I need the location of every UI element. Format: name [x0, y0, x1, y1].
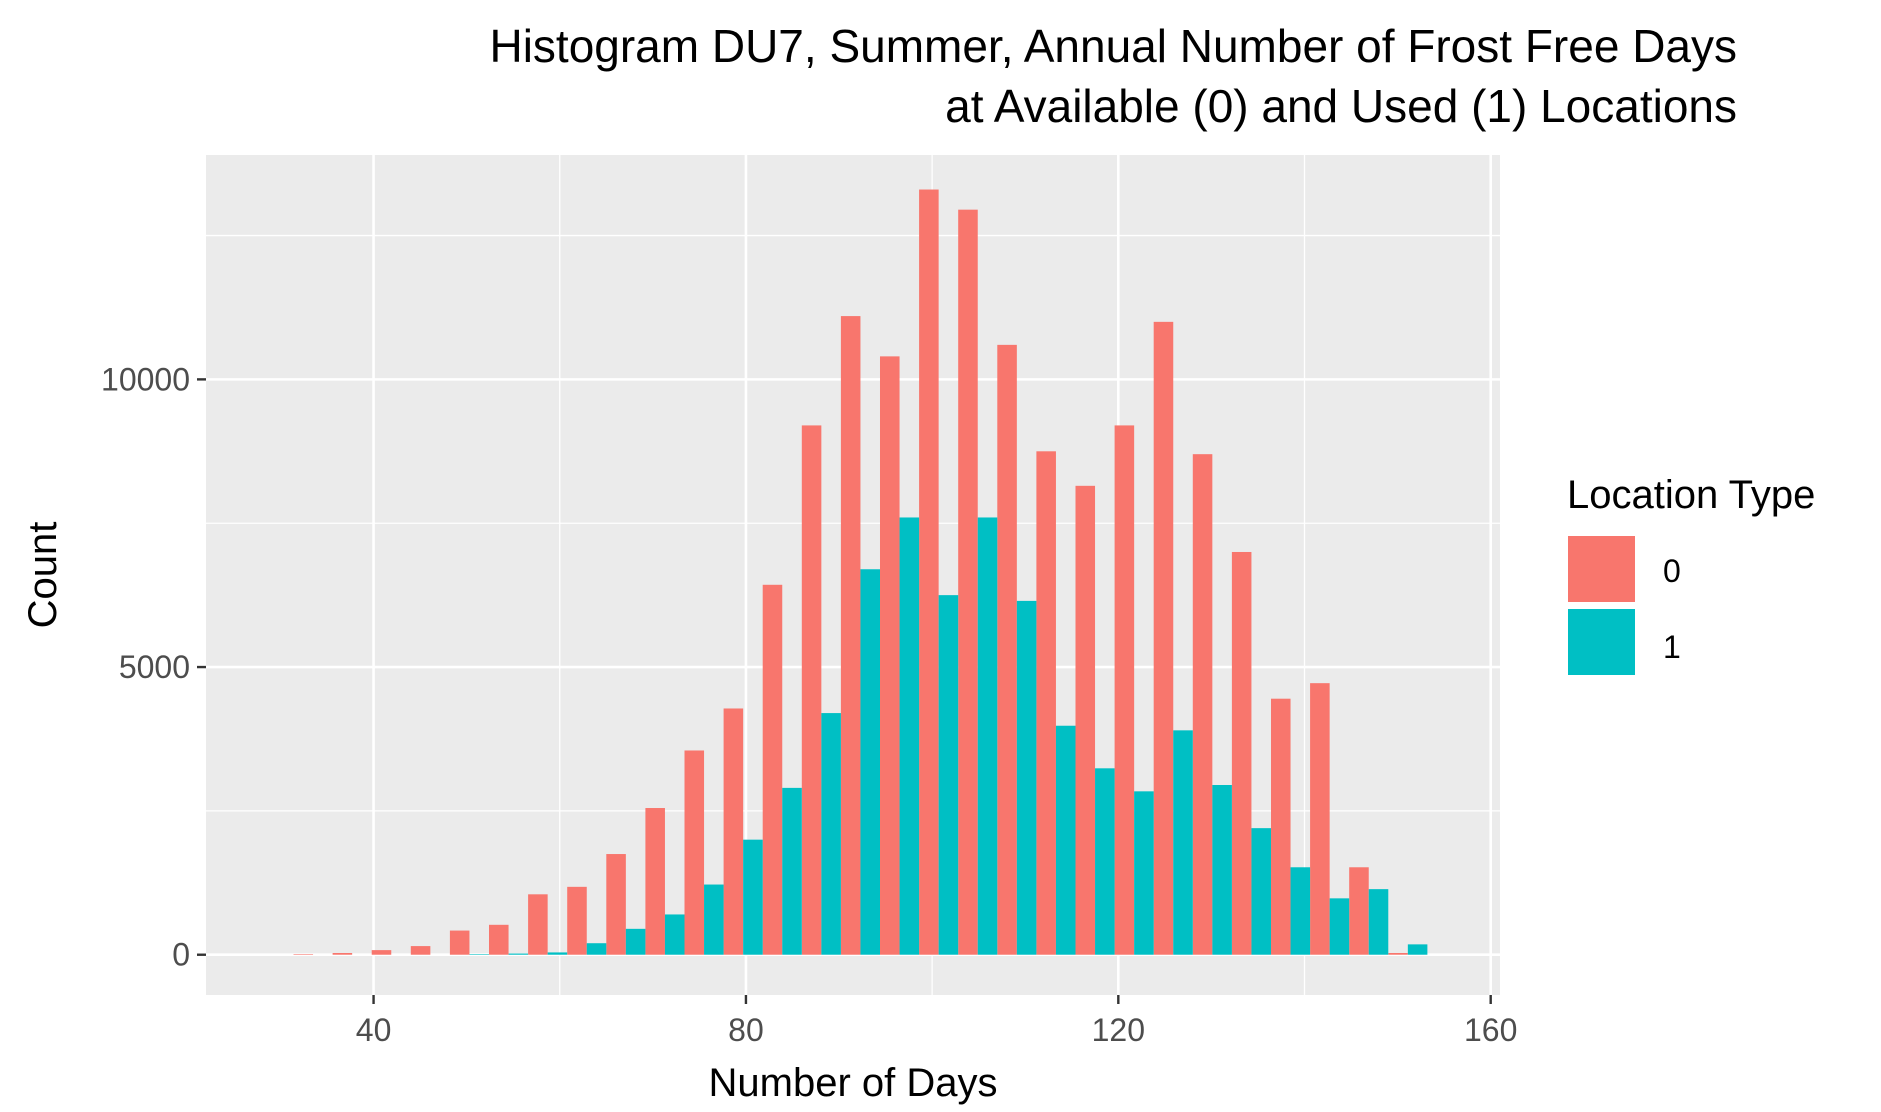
- bar-series-1: [1407, 944, 1428, 955]
- bar-series-0: [410, 946, 431, 955]
- bar-series-0: [1349, 867, 1369, 955]
- x-axis-ticks: 40 80 120 160: [356, 995, 1517, 1048]
- bar-series-0: [1075, 485, 1096, 955]
- bar-series-1: [1095, 768, 1115, 955]
- y-tick-label: 10000: [101, 361, 190, 397]
- histogram-bars: [293, 189, 1428, 955]
- bar-series-1: [1055, 725, 1076, 955]
- legend-swatch-1: [1568, 609, 1635, 675]
- bar-series-1: [1173, 730, 1193, 955]
- bar-series-0: [528, 894, 548, 955]
- bar-series-0: [293, 954, 314, 955]
- legend-swatch-0: [1568, 536, 1635, 602]
- bar-series-0: [332, 953, 353, 955]
- legend-label-1: 1: [1663, 629, 1681, 665]
- bar-series-0: [449, 930, 470, 955]
- bar-series-0: [1388, 953, 1408, 955]
- bar-series-0: [489, 924, 509, 955]
- bar-series-0: [645, 808, 665, 955]
- x-tick-label: 40: [356, 1012, 392, 1048]
- y-axis-ticks: 0 5000 10000: [101, 361, 206, 973]
- x-tick-label: 120: [1092, 1012, 1145, 1048]
- bar-series-0: [1036, 451, 1056, 955]
- bar-series-1: [1016, 600, 1037, 955]
- bar-series-0: [1153, 321, 1174, 955]
- bar-series-0: [1192, 454, 1213, 955]
- bar-series-0: [1231, 551, 1252, 955]
- bar-series-1: [704, 884, 724, 955]
- bar-series-0: [958, 209, 978, 955]
- bar-series-1: [938, 595, 959, 955]
- bar-series-1: [1134, 791, 1154, 955]
- bar-series-1: [625, 928, 646, 955]
- bar-series-0: [1310, 683, 1330, 955]
- bar-series-0: [997, 344, 1017, 955]
- x-axis-title: Number of Days: [709, 1061, 998, 1105]
- bar-series-0: [567, 886, 587, 955]
- bar-series-1: [1329, 898, 1350, 955]
- bar-series-1: [586, 943, 607, 955]
- bar-series-1: [1290, 867, 1311, 955]
- bar-series-0: [801, 425, 822, 955]
- bar-series-0: [1270, 698, 1291, 955]
- bar-series-1: [1212, 785, 1232, 955]
- bar-series-1: [469, 954, 490, 955]
- bar-series-1: [860, 569, 880, 955]
- legend-title: Location Type: [1567, 473, 1815, 517]
- legend: Location Type 0 1: [1567, 473, 1815, 675]
- chart-title-line-1: Histogram DU7, Summer, Annual Number of …: [489, 20, 1737, 72]
- y-axis-title: Count: [21, 522, 65, 629]
- bar-series-0: [371, 950, 392, 955]
- bar-series-0: [1114, 425, 1135, 955]
- bar-series-0: [762, 584, 783, 955]
- legend-label-0: 0: [1663, 553, 1681, 589]
- y-tick-label: 5000: [119, 649, 190, 685]
- bar-series-1: [664, 914, 685, 955]
- bar-series-0: [919, 189, 939, 955]
- y-tick-label: 0: [172, 937, 190, 973]
- x-tick-label: 80: [728, 1012, 764, 1048]
- bar-series-1: [782, 787, 802, 955]
- bar-series-1: [821, 713, 841, 955]
- bar-series-0: [723, 708, 744, 955]
- bar-series-0: [840, 316, 861, 955]
- bar-series-0: [684, 750, 705, 955]
- x-tick-label: 160: [1464, 1012, 1517, 1048]
- bar-series-0: [606, 854, 626, 955]
- chart-title-line-2: at Available (0) and Used (1) Locations: [945, 80, 1737, 132]
- bar-series-1: [743, 839, 763, 955]
- bar-series-1: [508, 953, 529, 955]
- bar-series-0: [879, 356, 900, 955]
- bar-series-1: [899, 517, 920, 955]
- bar-series-1: [1251, 828, 1271, 955]
- bar-series-1: [1368, 889, 1389, 955]
- bar-series-1: [547, 952, 568, 955]
- bar-series-1: [977, 517, 998, 955]
